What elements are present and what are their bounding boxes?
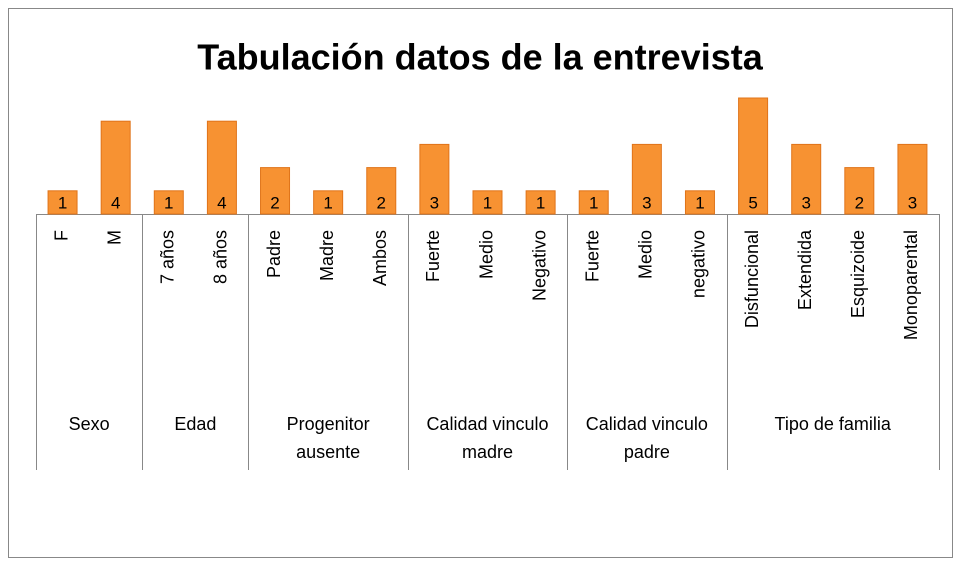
x-tick-label: Fuerte <box>582 230 602 282</box>
group-label: Progenitor ausente <box>286 414 370 462</box>
value-label: 3 <box>430 193 439 212</box>
value-label: 1 <box>589 193 598 212</box>
bar <box>100 120 131 215</box>
bar <box>153 190 184 215</box>
bar <box>578 190 609 215</box>
value-label: 2 <box>855 193 864 212</box>
bar <box>844 167 875 215</box>
x-tick-label: Esquizoide <box>848 230 868 318</box>
group-label: Sexo <box>68 414 110 434</box>
x-tick-label: 8 años <box>211 230 231 284</box>
bar <box>419 143 450 215</box>
group-label: Calidad vinculo padre <box>585 414 708 462</box>
x-tick-label: Negativo <box>529 230 549 301</box>
value-label: 4 <box>111 193 120 212</box>
x-tick-label: Medio <box>476 230 496 279</box>
bar <box>525 190 556 215</box>
x-tick-label: negativo <box>689 230 709 298</box>
chart-border <box>8 8 953 558</box>
bar <box>738 97 769 215</box>
value-label: 3 <box>908 193 917 212</box>
group-label: Tipo de familia <box>774 414 891 434</box>
bar <box>366 167 397 215</box>
value-label: 1 <box>164 193 173 212</box>
bar <box>313 190 344 215</box>
value-label: 1 <box>695 193 704 212</box>
x-tick-label: Disfuncional <box>742 230 762 328</box>
x-tick-label: Medio <box>636 230 656 279</box>
bar <box>47 190 78 215</box>
value-label: 2 <box>270 193 279 212</box>
bar <box>897 143 928 215</box>
x-tick-label: Madre <box>317 230 337 281</box>
value-label: 1 <box>58 193 67 212</box>
value-label: 1 <box>483 193 492 212</box>
bar <box>791 143 822 215</box>
x-tick-label: M <box>104 230 124 245</box>
x-tick-label: Ambos <box>370 230 390 286</box>
value-label: 4 <box>217 193 226 212</box>
bar <box>206 120 237 215</box>
group-label: Edad <box>174 414 217 434</box>
value-label: 2 <box>377 193 386 212</box>
bar <box>684 190 715 215</box>
x-tick-label: Padre <box>264 230 284 278</box>
value-label: 3 <box>642 193 651 212</box>
x-tick-label: Monoparental <box>901 230 921 340</box>
x-tick-label: Extendida <box>795 229 815 310</box>
value-label: 1 <box>536 193 545 212</box>
x-tick-label: 7 años <box>158 230 178 284</box>
value-label: 1 <box>323 193 332 212</box>
value-label: 3 <box>801 193 810 212</box>
bar <box>472 190 503 215</box>
bar <box>260 167 291 215</box>
value-label: 5 <box>748 193 757 212</box>
bar <box>631 143 662 215</box>
chart-title: Tabulación datos de la entrevista <box>197 37 763 78</box>
group-label: Calidad vinculo madre <box>426 414 549 462</box>
x-tick-label: Fuerte <box>423 230 443 282</box>
x-tick-label: F <box>51 230 71 241</box>
